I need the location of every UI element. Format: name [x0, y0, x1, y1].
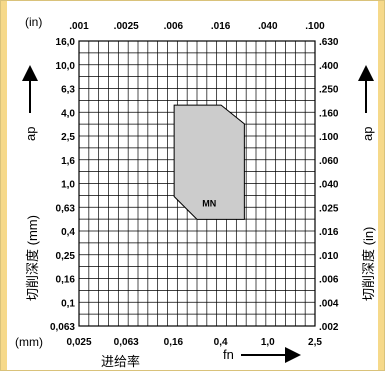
x-axis-label-cn: 进给率: [101, 354, 140, 369]
y-right-tick-label: .100: [319, 132, 339, 143]
x-bottom-tick-label: 2,5: [308, 337, 322, 348]
y-left-tick-label: 0,63: [56, 203, 76, 214]
y-left-tick-label: 1,0: [61, 180, 75, 191]
y-left-tick-label: 0,25: [56, 251, 76, 262]
left-y-axis-label: 切削深度 (mm): [25, 215, 40, 301]
top-unit-label: (in): [25, 15, 42, 29]
region-label: MN: [202, 198, 216, 208]
x-top-tick-label: .016: [211, 21, 231, 32]
left-y-symbol: ap: [23, 127, 38, 141]
x-bottom-tick-label: 0,063: [114, 337, 139, 348]
x-top-tick-label: .040: [258, 21, 278, 32]
y-left-tick-label: 4,0: [61, 108, 75, 119]
y-right-tick-label: .160: [319, 108, 339, 119]
y-left-tick-label: 16,0: [56, 37, 76, 48]
x-bottom-tick-label: 0,4: [214, 337, 228, 348]
y-right-tick-label: .040: [319, 180, 339, 191]
right-y-symbol: ap: [360, 127, 375, 141]
region-layer: MN: [173, 104, 245, 220]
y-right-tick-label: .010: [319, 251, 339, 262]
y-right-tick-label: .004: [319, 298, 339, 309]
x-bottom-tick-label: 1,0: [261, 337, 275, 348]
right-edge-strip: [378, 1, 384, 370]
y-right-tick-label: .250: [319, 85, 339, 96]
x-top-tick-label: .0025: [114, 21, 139, 32]
y-right-tick-label: .016: [319, 227, 339, 238]
right-y-axis-label: 切削深度 (in): [361, 227, 376, 301]
y-left-tick-label: 0,16: [56, 275, 76, 286]
y-right-tick-label: .400: [319, 61, 339, 72]
region-mn: [173, 104, 245, 220]
y-left-tick-label: 10,0: [56, 61, 76, 72]
y-right-tick-label: .002: [319, 322, 339, 333]
y-left-tick-label: 0,1: [61, 298, 75, 309]
x-bottom-tick-label: 0,025: [66, 337, 91, 348]
y-right-tick-label: .060: [319, 156, 339, 167]
y-right-tick-label: .025: [319, 203, 339, 214]
x-top-tick-label: .006: [164, 21, 184, 32]
ticks-layer: .001 .0025 .006 .016 .040 .100 0,025 0,063 0,16 0…: [50, 21, 339, 348]
y-left-tick-label: 0,063: [50, 322, 75, 333]
left-edge-strip: [1, 1, 7, 370]
bottom-unit-label: (mm): [15, 335, 43, 349]
x-top-tick-label: .100: [305, 21, 325, 32]
y-left-tick-label: 0,4: [61, 227, 75, 238]
y-left-tick-label: 2,5: [61, 132, 75, 143]
x-bottom-tick-label: 0,16: [164, 337, 184, 348]
y-left-tick-label: 6,3: [61, 85, 75, 96]
plot-border: [78, 40, 316, 327]
y-left-tick-label: 1,6: [61, 156, 75, 167]
y-right-tick-label: .630: [319, 37, 339, 48]
y-right-tick-label: .006: [319, 275, 339, 286]
x-top-tick-label: .001: [69, 21, 89, 32]
x-axis-symbol: fn: [223, 347, 234, 362]
